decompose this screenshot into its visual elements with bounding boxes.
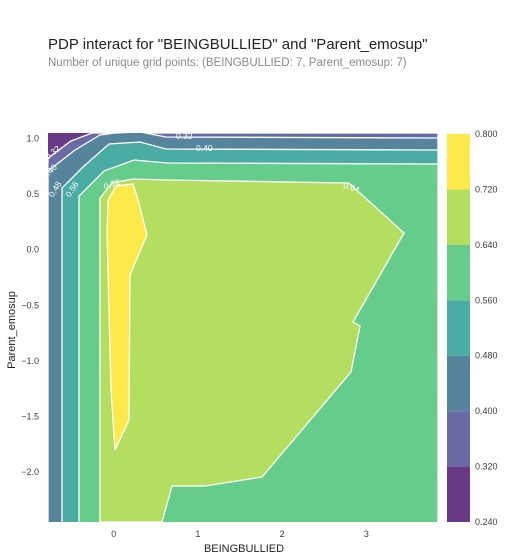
colorbar-band: [447, 355, 470, 412]
colorbar-tick-label: 0.560: [475, 295, 498, 305]
chart-title: PDP interact for "BEINGBULLIED" and "Par…: [48, 36, 428, 53]
colorbar-tick-label: 0.480: [475, 351, 498, 361]
y-axis-label: Parent_emosup: [6, 291, 18, 369]
y-tick-label: −0.5: [21, 300, 39, 310]
colorbar-tick-label: 0.240: [475, 517, 498, 527]
x-tick-label: 2: [280, 529, 285, 539]
y-axis-ticks: 1.0 0.5 0.0 −0.5 −1.0 −1.5 −2.0: [21, 134, 39, 477]
colorbar-tick-label: 0.400: [475, 406, 498, 416]
y-tick-label: −1.5: [21, 411, 39, 421]
colorbar-bands: [447, 134, 470, 522]
plot-area: 0.32 0.40 0.64 0.72 0.32 0.40 0.48 0.56: [40, 131, 438, 522]
colorbar-band: [447, 134, 470, 190]
contour-label: 0.40: [196, 143, 213, 153]
colorbar-band: [447, 244, 470, 301]
x-tick-label: 0: [111, 529, 116, 539]
y-tick-label: 1.0: [26, 134, 39, 144]
colorbar-band: [447, 466, 470, 522]
colorbar-band: [447, 300, 470, 356]
colorbar-tick-label: 0.640: [475, 240, 498, 250]
colorbar-tick-label: 0.800: [475, 129, 498, 139]
band-0-64: [99, 178, 405, 522]
x-tick-label: 1: [195, 529, 200, 539]
chart-subtitle: Number of unique grid points: (BEINGBULL…: [48, 57, 407, 69]
x-axis-ticks: 0 1 2 3: [111, 529, 369, 539]
colorbar-band: [447, 411, 470, 467]
contour-label: 0.32: [176, 131, 193, 141]
band-0-72: [106, 183, 148, 451]
colorbar: 0.800 0.720 0.640 0.560 0.480 0.400 0.320 0.240: [447, 129, 498, 527]
contour-label: 0.64: [342, 180, 361, 195]
colorbar-tick-label: 0.720: [475, 184, 498, 194]
x-axis-label: BEINGBULLIED: [204, 543, 284, 555]
colorbar-band: [447, 189, 470, 245]
y-tick-label: −2.0: [21, 467, 39, 477]
y-tick-label: 0.5: [26, 189, 39, 199]
x-tick-label: 3: [364, 529, 369, 539]
y-tick-label: −1.0: [21, 356, 39, 366]
colorbar-ticks: 0.800 0.720 0.640 0.560 0.480 0.400 0.320 0.240: [475, 129, 498, 527]
colorbar-tick-label: 0.320: [475, 462, 498, 472]
y-tick-label: 0.0: [26, 245, 39, 255]
